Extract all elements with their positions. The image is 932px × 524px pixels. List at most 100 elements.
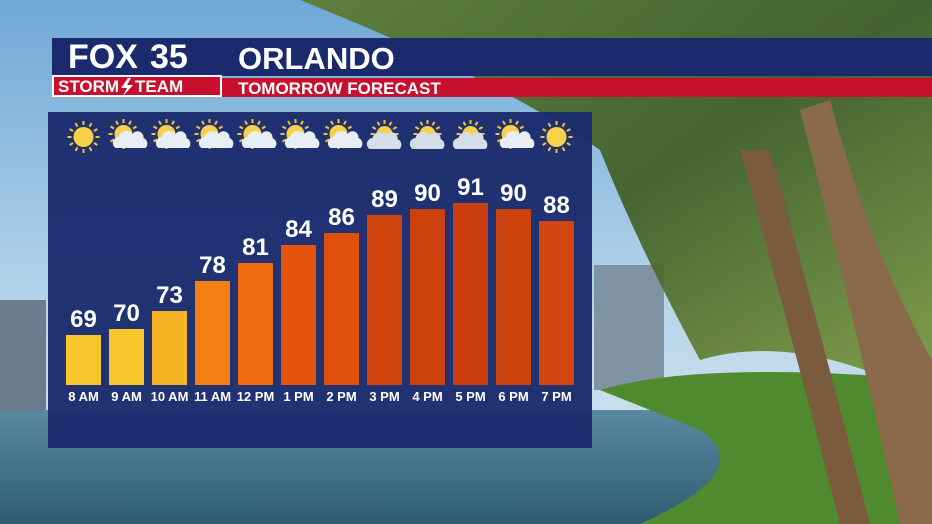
weather-icon [452, 120, 488, 149]
sun-ray [343, 120, 347, 125]
sun-ray [153, 125, 158, 130]
sun-ray [330, 120, 334, 125]
cloud [112, 130, 148, 148]
sun-disc [73, 127, 94, 147]
value-label: 69 [70, 306, 97, 333]
x-tick-label: 9 AM [111, 389, 142, 404]
weather-icon [366, 120, 402, 149]
sun-ray [561, 122, 566, 128]
value-label: 81 [242, 234, 269, 261]
building [0, 300, 46, 410]
sun-ray [542, 142, 547, 146]
sun-ray [196, 125, 201, 130]
sun-ray [158, 120, 162, 125]
value-label: 88 [543, 192, 570, 219]
logo-number: 35 [150, 38, 188, 76]
sun-ray [69, 142, 74, 146]
sun-ray [566, 128, 571, 132]
sun-ray [282, 125, 287, 130]
x-tick-label: 7 PM [541, 389, 571, 404]
sun-ray [110, 138, 115, 143]
value-label: 86 [328, 204, 355, 231]
sun-ray [88, 122, 93, 128]
weather-icon [194, 119, 234, 149]
weather-icon [409, 120, 445, 149]
x-tick-label: 6 PM [498, 389, 528, 404]
sun-ray [244, 120, 248, 125]
location-title: ORLANDO [238, 41, 395, 76]
cloud [155, 130, 191, 148]
cloud [366, 131, 402, 149]
sun-ray [561, 146, 566, 152]
x-tick-label: 1 PM [283, 389, 313, 404]
sun-ray [300, 120, 304, 125]
weather-icon [67, 121, 100, 153]
sun-ray [74, 146, 79, 152]
sun-ray [547, 146, 552, 152]
sun-ray [542, 128, 547, 132]
sun-ray [419, 121, 424, 126]
sun-ray [435, 126, 441, 130]
value-label: 78 [199, 252, 226, 279]
sun-ray [88, 146, 93, 152]
x-tick-label: 10 AM [151, 389, 189, 404]
weather-icon [495, 119, 535, 149]
sun-ray [171, 120, 175, 125]
sun-ray [431, 121, 436, 126]
sun-ray [502, 120, 506, 125]
sun-ray [110, 125, 115, 130]
subtitle: TOMORROW FORECAST [238, 79, 441, 98]
sun-ray [74, 122, 79, 128]
sun-ray [519, 125, 524, 130]
palm-trunk [740, 150, 870, 524]
logo-storm: STORM [58, 77, 119, 96]
sun-ray [478, 126, 484, 130]
sun-ray [457, 126, 463, 130]
sun-ray [304, 125, 309, 130]
cloud [327, 130, 363, 148]
value-label: 91 [457, 174, 484, 201]
weather-icon [151, 119, 191, 149]
bar [109, 329, 144, 385]
sun-ray [218, 125, 223, 130]
sun-ray [497, 138, 502, 143]
bar [367, 215, 402, 385]
sun-ray [388, 121, 393, 126]
sun-ray [371, 126, 377, 130]
logo-team: TEAM [135, 77, 183, 96]
sun-ray [566, 142, 571, 146]
sun-ray [474, 121, 479, 126]
sun-ray [132, 125, 137, 130]
cloud [452, 131, 488, 149]
weather-icon [540, 121, 573, 153]
sun-ray [282, 138, 287, 143]
sun-ray [392, 126, 398, 130]
sun-ray [196, 138, 201, 143]
logo-fox: FOX [68, 38, 138, 76]
cloud [198, 130, 234, 148]
logo-bolt [121, 78, 133, 96]
sun-ray [93, 142, 98, 146]
sun-ray [547, 122, 552, 128]
cloud [284, 130, 320, 148]
value-label: 70 [113, 300, 140, 327]
palm-fronds [300, 0, 932, 400]
weather-icon [323, 119, 363, 149]
weather-icon [237, 119, 277, 149]
bar [453, 203, 488, 385]
building [594, 265, 664, 390]
cloud [409, 131, 445, 149]
x-tick-label: 3 PM [369, 389, 399, 404]
sun-ray [376, 121, 381, 126]
sun-disc [546, 127, 567, 147]
sun-ray [128, 120, 132, 125]
sun-ray [175, 125, 180, 130]
cloud [499, 130, 535, 148]
x-tick-label: 8 AM [68, 389, 99, 404]
value-label: 90 [500, 180, 527, 207]
x-tick-label: 11 AM [194, 389, 231, 404]
sun-ray [325, 138, 330, 143]
cloud [241, 130, 277, 148]
